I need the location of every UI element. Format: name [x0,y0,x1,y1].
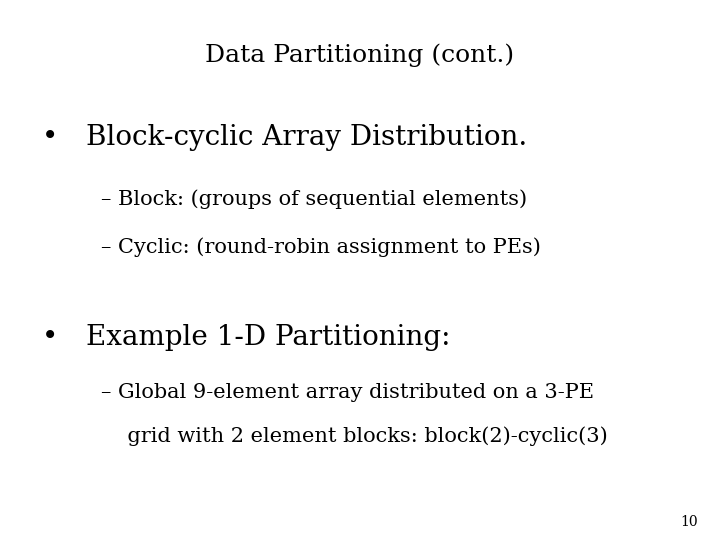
Text: Data Partitioning (cont.): Data Partitioning (cont.) [205,43,515,67]
Text: Example 1-D Partitioning:: Example 1-D Partitioning: [86,324,451,351]
Text: Block-cyclic Array Distribution.: Block-cyclic Array Distribution. [86,124,528,151]
Text: grid with 2 element blocks: block(2)-cyclic(3): grid with 2 element blocks: block(2)-cyc… [101,427,608,446]
Text: •: • [42,324,58,351]
Text: 10: 10 [681,515,698,529]
Text: – Global 9-element array distributed on a 3-PE: – Global 9-element array distributed on … [101,383,594,402]
Text: – Block: (groups of sequential elements): – Block: (groups of sequential elements) [101,189,527,208]
Text: •: • [42,124,58,151]
Text: – Cyclic: (round-robin assignment to PEs): – Cyclic: (round-robin assignment to PEs… [101,238,541,257]
